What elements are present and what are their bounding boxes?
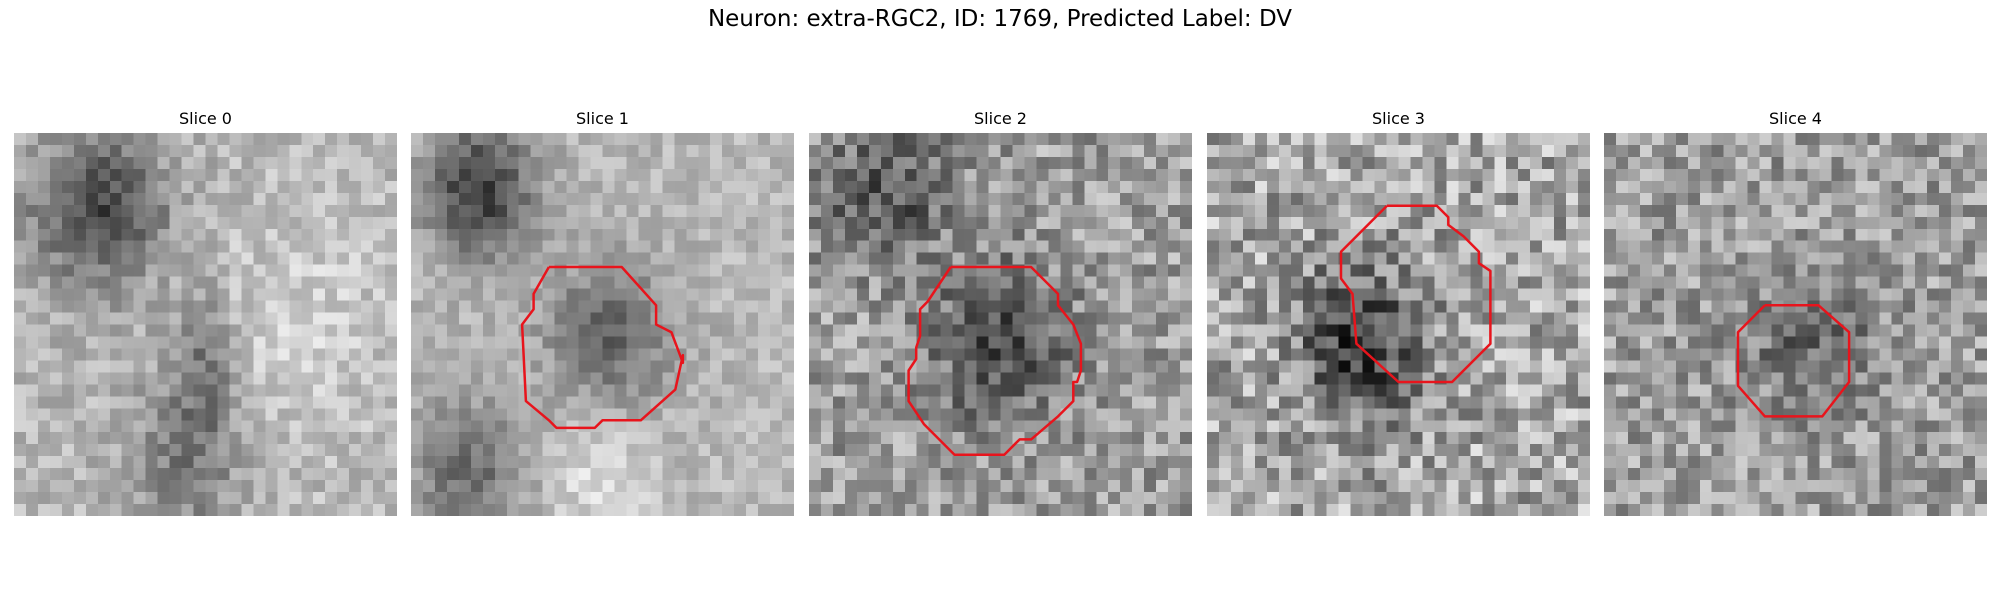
slice-panel-4	[1604, 133, 1987, 516]
panel-title-slice-4: Slice 4	[1769, 109, 1822, 128]
segmentation-contour	[1736, 304, 1851, 418]
panel-title-slice-3: Slice 3	[1372, 109, 1425, 128]
grayscale-image-slice-4	[1604, 133, 1987, 516]
contour-overlay-slice-3	[1339, 204, 1492, 384]
panel-title-slice-2: Slice 2	[974, 109, 1027, 128]
slice-panel-1	[411, 133, 794, 516]
grayscale-image-slice-2	[809, 133, 1192, 516]
grayscale-image-slice-3	[1207, 133, 1590, 516]
grayscale-image-slice-0	[14, 133, 397, 516]
panel-title-slice-0: Slice 0	[179, 109, 232, 128]
grayscale-image-slice-1	[411, 133, 794, 516]
panel-title-slice-1: Slice 1	[576, 109, 629, 128]
slice-panel-3	[1207, 133, 1590, 516]
slice-panel-0	[14, 133, 397, 516]
contour-overlay-slice-2	[907, 265, 1083, 456]
contour-overlay-slice-4	[1736, 304, 1851, 418]
segmentation-contour	[907, 265, 1083, 456]
segmentation-contour	[1339, 204, 1492, 384]
contour-overlay-slice-1	[520, 265, 685, 430]
segmentation-contour	[520, 265, 685, 430]
slice-panel-2	[809, 133, 1192, 516]
figure-title: Neuron: extra-RGC2, ID: 1769, Predicted …	[707, 6, 1293, 32]
